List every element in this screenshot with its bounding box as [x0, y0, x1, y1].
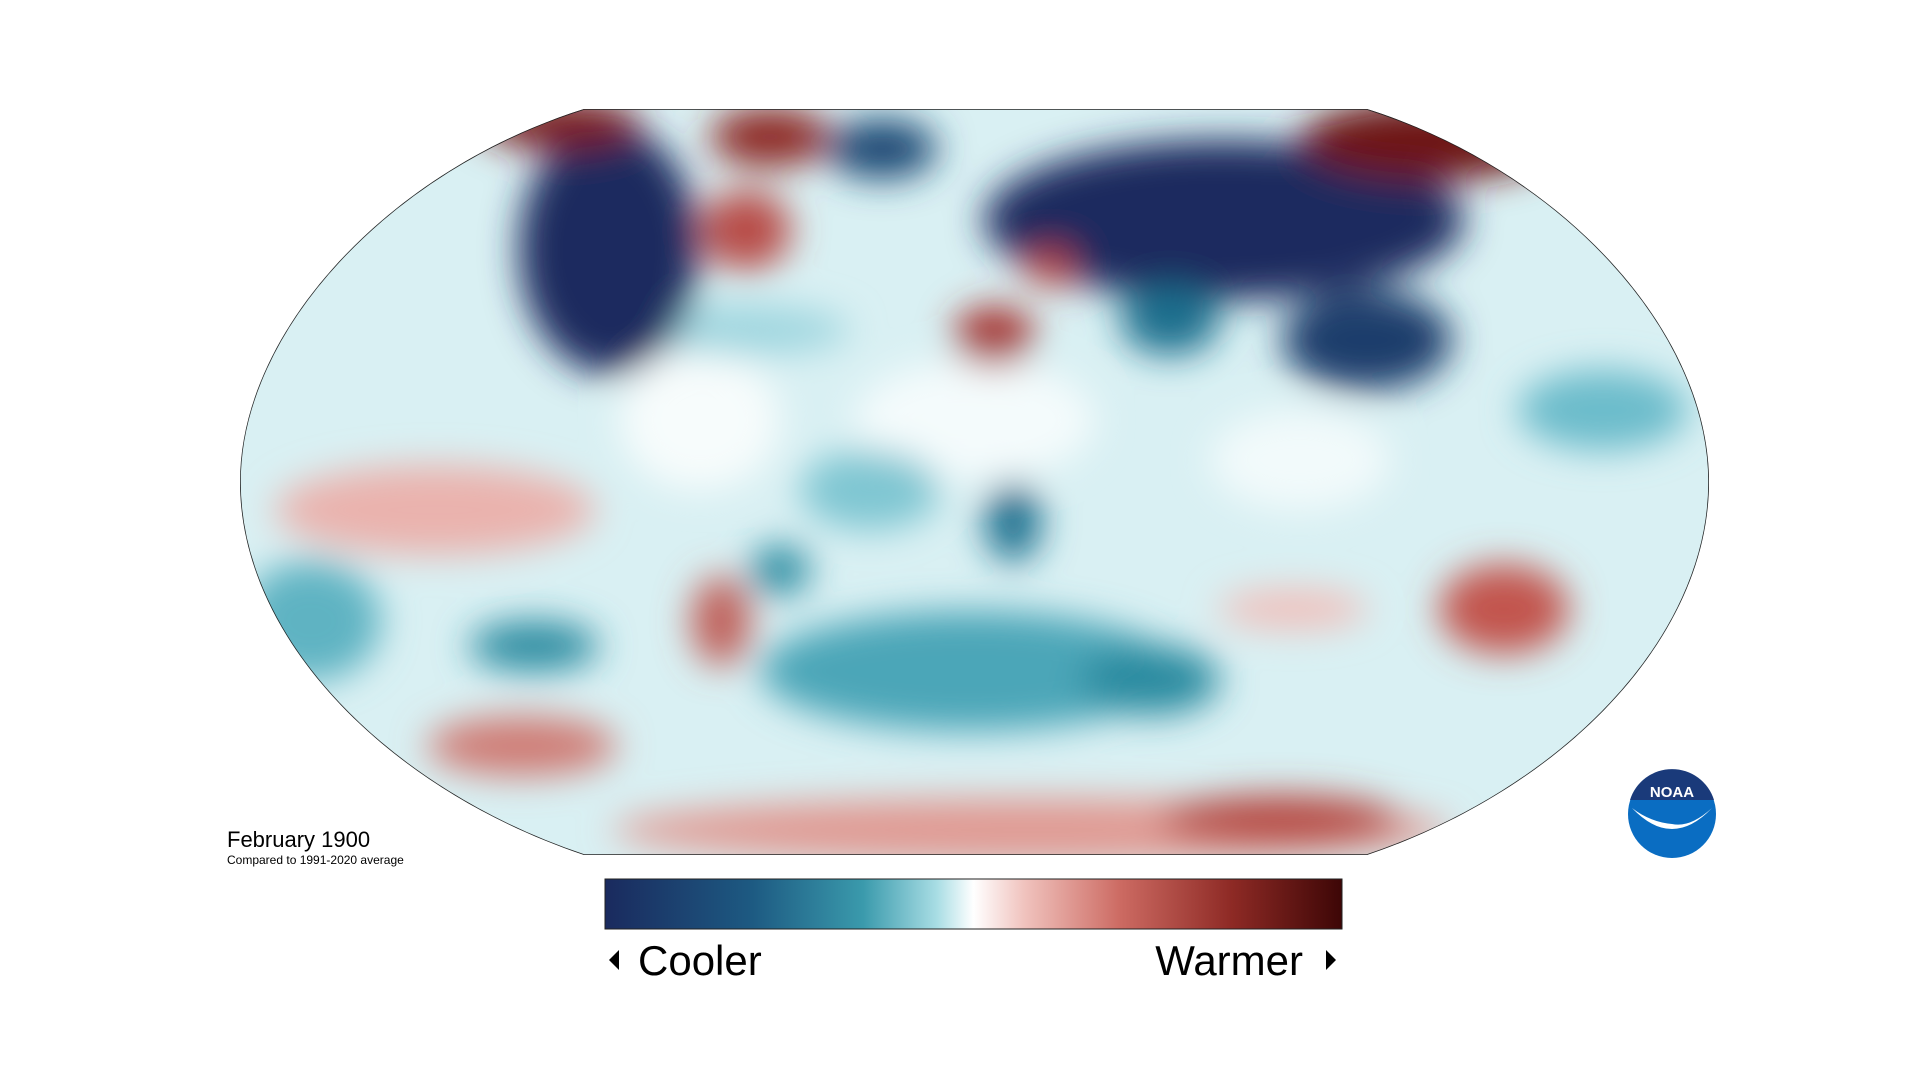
color-scale	[604, 878, 1343, 930]
map-title: February 1900	[227, 827, 370, 852]
anomaly-map	[240, 109, 1709, 855]
legend-low-label: Cooler	[638, 937, 762, 984]
legend-high-label: Warmer	[1155, 937, 1303, 984]
logo-text: NOAA	[1650, 784, 1694, 801]
legend: Cooler Warmer	[604, 878, 1343, 984]
map-subtitle: Compared to 1991-2020 average	[227, 853, 404, 867]
arrow-right	[1326, 950, 1336, 970]
arrow-left	[609, 950, 619, 970]
noaa-logo: NOAA	[1628, 769, 1716, 858]
